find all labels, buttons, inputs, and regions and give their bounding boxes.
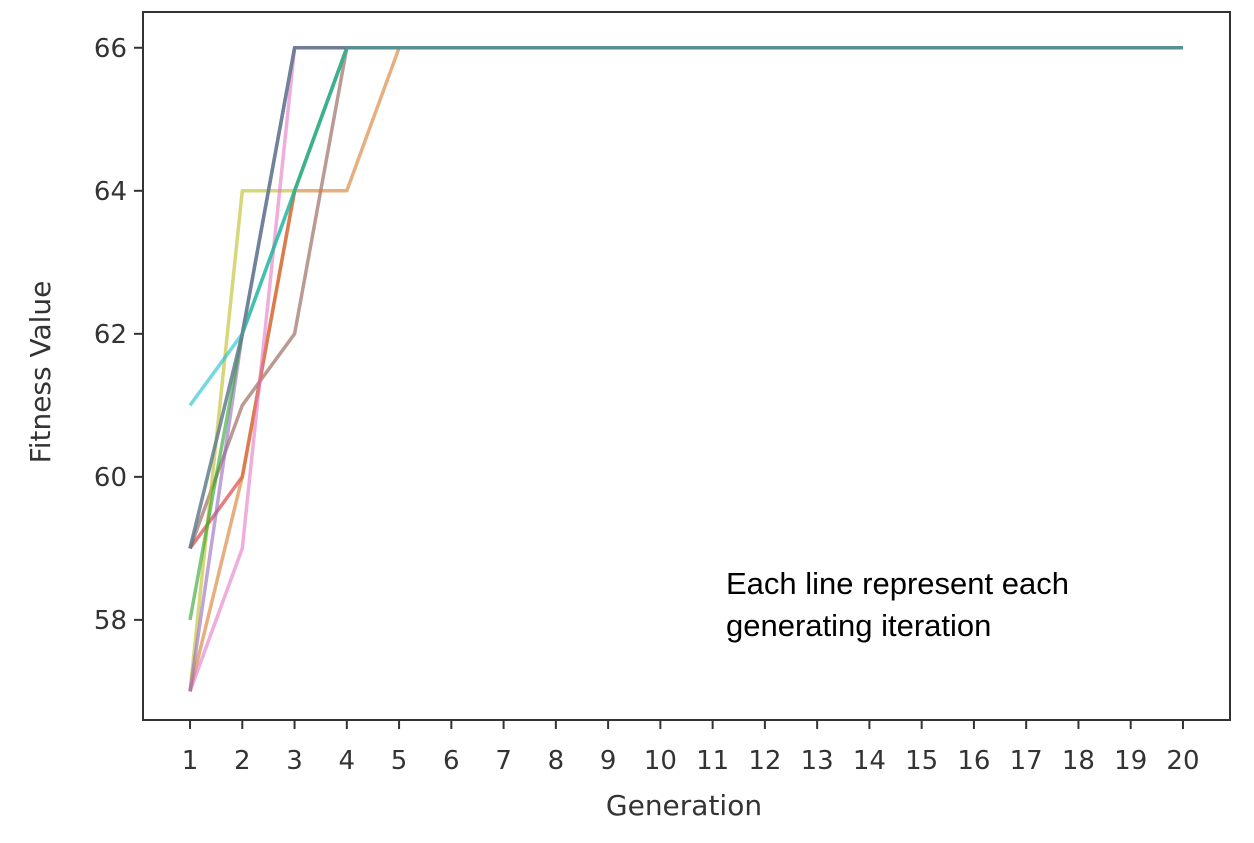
y-tick-label: 60 <box>94 463 127 493</box>
x-tick-label: 19 <box>1114 746 1147 776</box>
series-line-10 <box>188 46 1183 549</box>
x-tick-label: 12 <box>748 746 781 776</box>
x-tick-label: 20 <box>1166 746 1199 776</box>
x-tick-label: 2 <box>234 746 251 776</box>
x-tick-label: 18 <box>1062 746 1095 776</box>
x-tick-label: 16 <box>957 746 990 776</box>
x-tick-label: 4 <box>339 746 356 776</box>
y-tick-label: 58 <box>94 606 127 636</box>
x-axis-ticks: 1 2 3 4 5 6 7 8 9 10 11 12 13 14 15 16 17 18 19 20 <box>182 720 1200 776</box>
x-axis-label: Generation <box>606 789 762 822</box>
x-tick-label: 11 <box>696 746 729 776</box>
x-tick-label: 13 <box>801 746 834 776</box>
x-tick-label: 15 <box>905 746 938 776</box>
annotation-line-1: Each line represent each <box>726 566 1069 601</box>
y-axis-ticks: 58 60 62 64 66 <box>94 34 143 636</box>
y-tick-label: 64 <box>94 177 127 207</box>
x-tick-label: 17 <box>1010 746 1043 776</box>
series-layer <box>188 46 1183 693</box>
x-tick-label: 3 <box>286 746 303 776</box>
y-tick-label: 66 <box>94 34 127 64</box>
x-tick-label: 6 <box>443 746 460 776</box>
x-tick-label: 14 <box>853 746 886 776</box>
y-axis-label: Fitness Value <box>24 281 57 464</box>
x-tick-label: 10 <box>644 746 677 776</box>
x-tick-label: 9 <box>600 746 617 776</box>
annotation-line-2: generating iteration <box>726 608 991 643</box>
x-tick-label: 8 <box>548 746 565 776</box>
x-tick-label: 5 <box>391 746 408 776</box>
y-tick-label: 62 <box>94 320 127 350</box>
plot-frame <box>142 11 1231 721</box>
x-tick-label: 7 <box>495 746 512 776</box>
x-tick-label: 1 <box>182 746 199 776</box>
